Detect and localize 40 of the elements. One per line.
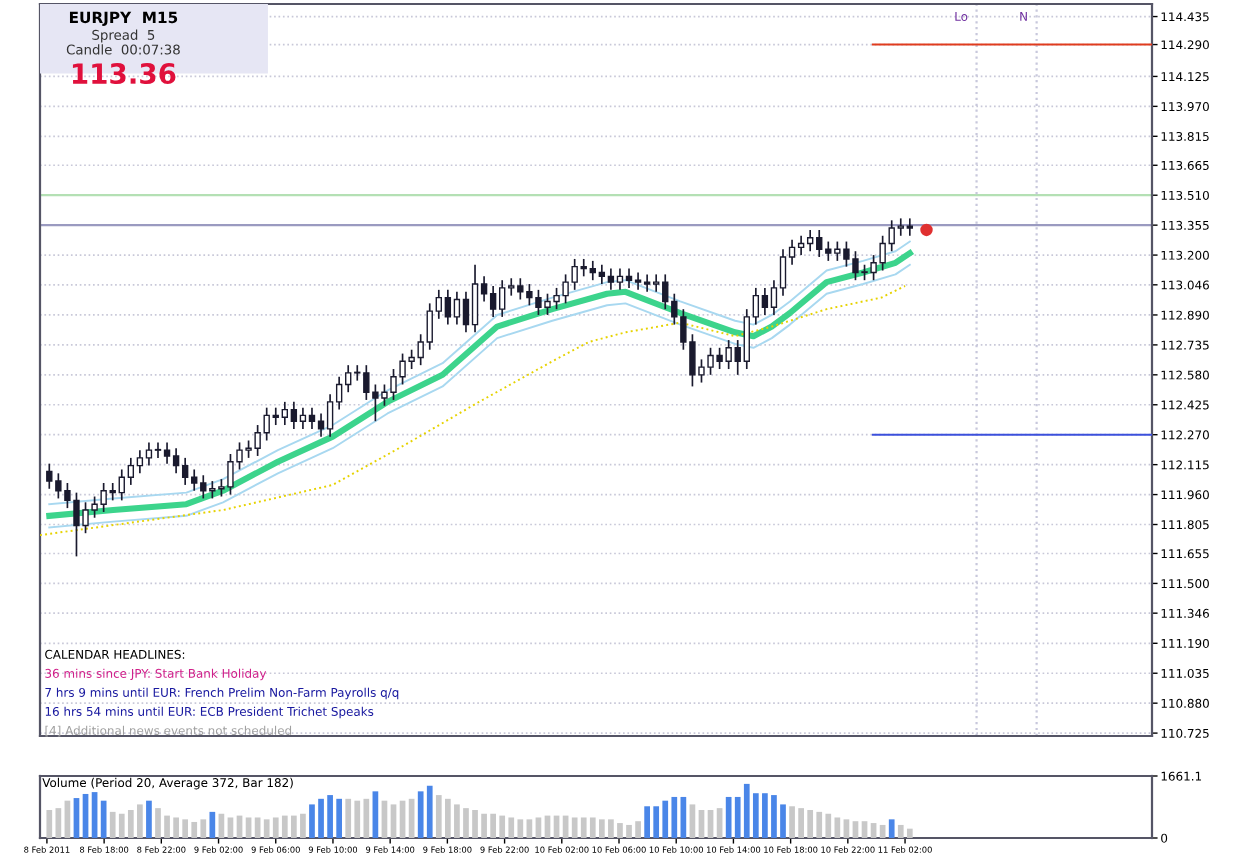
candlestick [598, 263, 606, 285]
candlestick [643, 273, 651, 293]
bar [254, 817, 261, 838]
candlestick [462, 290, 470, 334]
candlestick [290, 401, 298, 430]
candlestick [154, 441, 162, 459]
candlestick [172, 447, 180, 475]
bar [888, 819, 895, 838]
bar [46, 810, 53, 838]
candlestick [136, 449, 144, 475]
candlestick [471, 263, 479, 334]
candlestick [607, 267, 615, 291]
candlestick [761, 287, 769, 316]
candlestick [625, 267, 633, 289]
annotation: 113.36 [72, 63, 176, 85]
bar [209, 811, 216, 838]
candlestick [616, 267, 624, 291]
bar [245, 817, 252, 838]
candlestick [797, 234, 805, 256]
candlestick [299, 406, 307, 430]
bar [879, 824, 886, 838]
bar [906, 828, 913, 838]
bar [100, 800, 107, 838]
candlestick [181, 457, 189, 486]
candlestick [453, 290, 461, 326]
candlestick [444, 289, 452, 326]
candlestick [806, 229, 814, 253]
bar [146, 800, 152, 838]
bar [426, 785, 433, 838]
candlestick [281, 401, 289, 426]
candlestick [634, 271, 642, 291]
candlestick [906, 217, 914, 237]
bar [535, 817, 542, 838]
candlestick [163, 441, 171, 465]
bar [227, 817, 234, 838]
candlestick [127, 457, 135, 486]
candlestick [308, 406, 316, 430]
candlestick [489, 285, 497, 318]
candlestick [145, 441, 153, 467]
bar [345, 798, 352, 838]
